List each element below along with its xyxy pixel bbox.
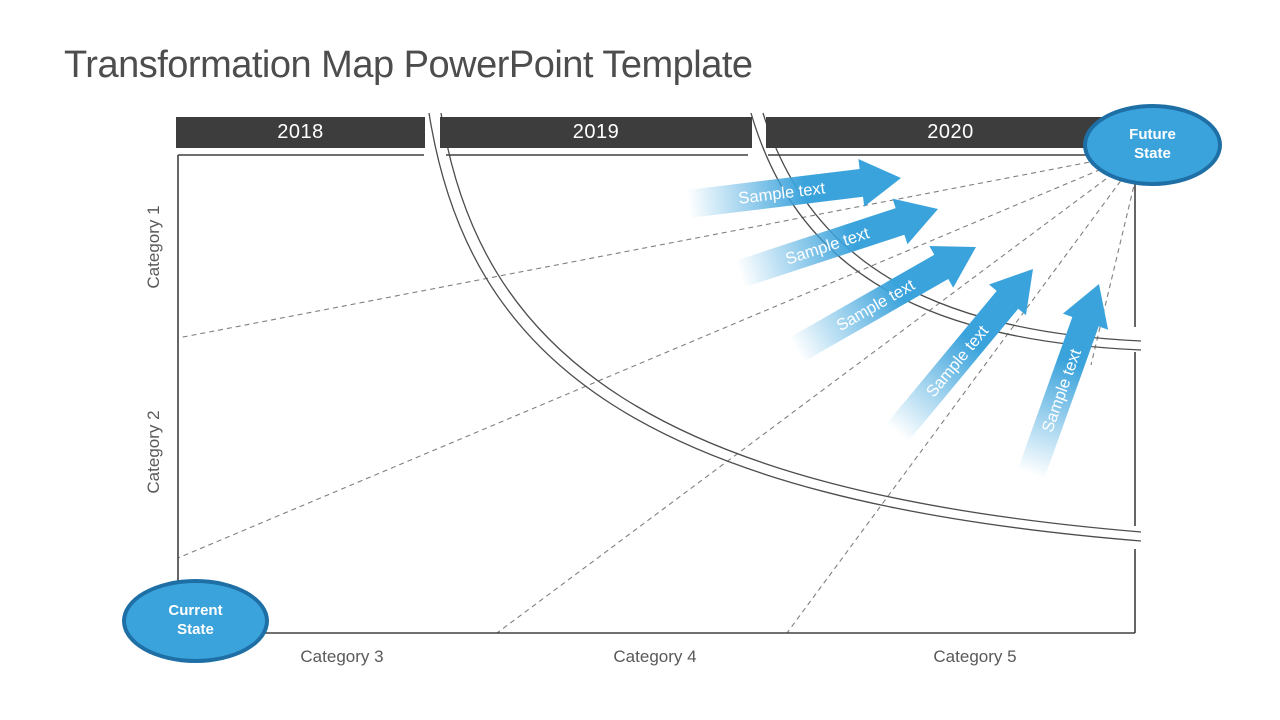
current-state-label: Current State xyxy=(168,602,223,638)
radial-guide-line xyxy=(177,151,1143,339)
row-category-1-label: Category 1 xyxy=(144,205,163,289)
year-label: 2019 xyxy=(572,121,620,143)
current-state-ellipse: Current State xyxy=(122,579,269,663)
row-category-2-label: Category 2 xyxy=(144,410,163,494)
timeline-bar-2020: 2020 xyxy=(766,117,1135,148)
transformation-arrow: Sample text xyxy=(686,159,901,218)
arrow-shape xyxy=(735,198,939,288)
outer-arc-line-1 xyxy=(428,112,1142,542)
year-label: 2020 xyxy=(927,121,974,143)
column-category-3-label: Category 3 xyxy=(300,647,384,666)
radial-guide-lines xyxy=(177,151,1143,634)
arrow-label: Sample text xyxy=(923,322,993,401)
chart-frame xyxy=(177,154,1136,634)
radial-guide-line xyxy=(1090,151,1143,366)
column-category-5-label: Category 5 xyxy=(933,647,1017,666)
horizon-arcs xyxy=(428,112,1142,542)
column-category-4-label: Category 4 xyxy=(613,647,697,666)
arrow-shape xyxy=(686,159,901,218)
future-state-ellipse: Future State xyxy=(1083,104,1222,186)
radial-guide-line xyxy=(786,151,1143,634)
year-label: 2018 xyxy=(277,121,324,143)
timeline-bar-2018: 2018 xyxy=(176,117,425,148)
radial-guide-line xyxy=(496,151,1143,634)
outer-arc-line-2 xyxy=(440,112,1142,533)
slide-title: Transformation Map PowerPoint Template xyxy=(64,44,753,86)
radial-guide-line xyxy=(177,151,1143,559)
arrow-shape xyxy=(886,269,1034,442)
arrow-shape xyxy=(1017,283,1109,479)
timeline-bar-2019: 2019 xyxy=(440,117,752,148)
arrow-shape xyxy=(789,246,976,363)
future-state-label: Future State xyxy=(1129,126,1176,162)
